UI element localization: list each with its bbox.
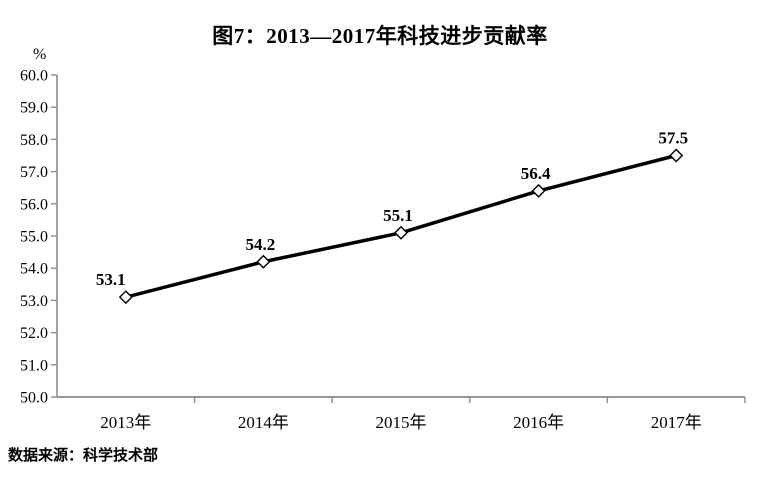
x-tick-label: 2015年: [376, 413, 427, 432]
y-tick-label: 53.0: [20, 293, 48, 310]
x-tick-label: 2013年: [100, 413, 151, 432]
data-point-marker: [256, 254, 271, 269]
y-tick-label: 54.0: [20, 261, 48, 278]
data-point-marker: [394, 225, 408, 240]
x-tick-label: 2017年: [651, 413, 702, 432]
y-tick-label: 52.0: [20, 325, 48, 342]
y-axis-unit-label: %: [33, 46, 47, 63]
y-tick-label: 57.0: [20, 164, 48, 181]
chart-plot-area: 60.0 59.0 58.0 57.0 56.0 55.0 54.0 53.0 52.0 51.0…: [20, 68, 746, 432]
x-tick-label: 2016年: [513, 413, 564, 432]
data-point-marker: [669, 148, 684, 163]
y-tick-label: 55.0: [20, 229, 48, 246]
y-tick-label: 50.0: [20, 390, 48, 407]
y-tick-label: 51.0: [20, 357, 48, 374]
data-point-label: 54.2: [246, 235, 276, 254]
data-point-label: 56.4: [521, 164, 551, 183]
data-source-note: 数据来源：科学技术部: [8, 447, 159, 464]
y-tick-label: 58.0: [20, 132, 48, 149]
data-point-marker: [118, 290, 133, 305]
x-tick-label: 2014年: [238, 413, 289, 432]
data-point-label: 57.5: [658, 129, 688, 148]
data-point-label: 53.1: [96, 270, 126, 289]
y-tick-label: 59.0: [20, 100, 48, 117]
data-point-marker: [531, 183, 546, 198]
data-point-label: 55.1: [383, 206, 413, 225]
y-tick-label: 56.0: [20, 196, 48, 213]
chart-title: 图7：2013—2017年科技进步贡献率: [212, 24, 548, 48]
y-tick-label: 60.0: [20, 68, 48, 85]
